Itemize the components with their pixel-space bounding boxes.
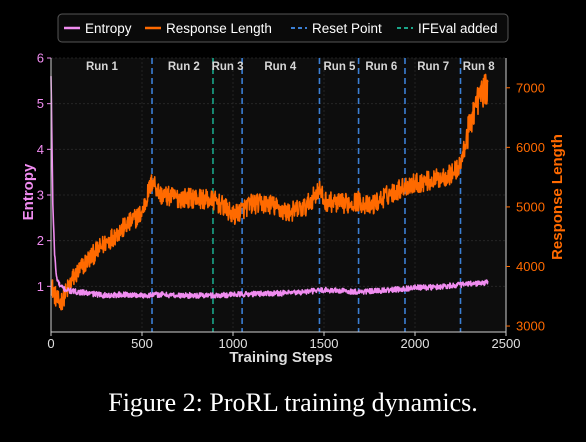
run-label: Run 5 (323, 61, 356, 73)
y-axis-right-label: Response Length (549, 134, 566, 260)
x-tick-label: 2000 (401, 336, 430, 351)
y-left-tick-label: 2 (37, 233, 44, 248)
x-tick-label: 0 (47, 336, 54, 351)
legend-label-response-length: Response Length (166, 21, 272, 36)
series-entropy-line (50, 76, 489, 299)
y-right-tick-label: 5000 (516, 199, 545, 214)
series-layer (50, 73, 489, 311)
x-axis-label: Training Steps (229, 349, 332, 366)
y-left-tick-label: 4 (37, 142, 44, 157)
y-axis-right-ticks: 3000 4000 5000 6000 7000 (506, 80, 545, 334)
run-label: Run 6 (365, 61, 397, 73)
run-label: Run 3 (212, 61, 244, 73)
legend-label-entropy: Entropy (85, 21, 132, 36)
y-left-tick-label: 1 (37, 279, 44, 294)
legend-label-ifeval-added: IFEval added (418, 21, 498, 36)
run-label: Run 7 (417, 61, 449, 73)
x-tick-label: 500 (131, 336, 153, 351)
run-labels: Run 1 Run 2 Run 3 Run 4 Run 5 Run 6 Run 7 Run 8 (86, 61, 495, 73)
y-right-tick-label: 6000 (516, 140, 545, 155)
run-label: Run 2 (168, 61, 200, 73)
y-right-tick-label: 3000 (516, 319, 545, 334)
y-right-tick-label: 4000 (516, 259, 545, 274)
run-label: Run 4 (264, 61, 297, 73)
legend-box (57, 13, 509, 43)
y-left-tick-label: 6 (37, 51, 44, 66)
figure-caption: Figure 2: ProRL training dynamics. (108, 388, 478, 417)
series-response-length-line (50, 73, 489, 311)
x-tick-label: 2500 (492, 336, 521, 351)
y-right-tick-label: 7000 (516, 80, 545, 95)
legend-label-reset-point: Reset Point (312, 21, 382, 36)
x-axis-ticks: 0 500 1000 1500 2000 2500 (47, 332, 520, 351)
reset-lines (151, 58, 462, 332)
x-tick-label: 1000 (219, 336, 248, 351)
legend: Entropy Response Length Reset Point IFEv… (57, 13, 509, 43)
x-tick-label: 1500 (310, 336, 339, 351)
y-axis-left-ticks: 1 2 3 4 5 6 (37, 51, 51, 294)
run-label: Run 1 (86, 61, 119, 73)
y-left-tick-label: 3 (37, 188, 44, 203)
run-label: Run 8 (463, 61, 496, 73)
y-axis-left-label: Entropy (20, 163, 37, 220)
y-left-tick-label: 5 (37, 96, 44, 111)
